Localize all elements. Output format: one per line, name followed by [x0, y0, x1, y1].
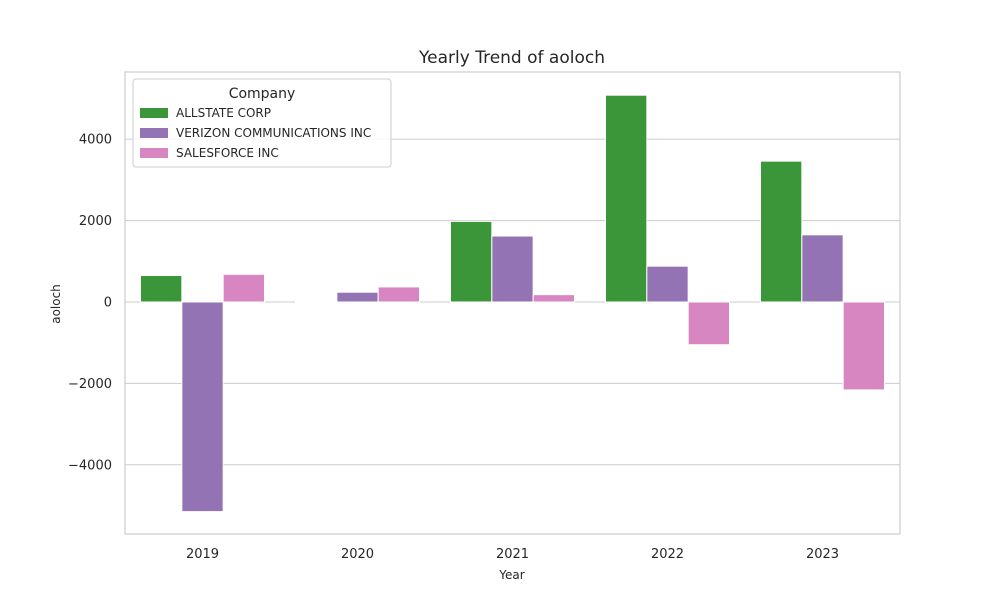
bar: [295, 300, 338, 303]
chart-title: Yearly Trend of aoloch: [418, 48, 605, 68]
bar: [377, 286, 420, 303]
bar: [687, 301, 731, 346]
x-tick-label: 2020: [341, 547, 374, 562]
y-tick-label: −2000: [68, 377, 112, 392]
bar: [140, 275, 183, 303]
x-tick-label: 2023: [806, 547, 839, 562]
legend-entries: ALLSTATE CORP VERIZON COMMUNICATIONS INC S…: [140, 106, 371, 160]
legend-title: Company: [229, 86, 296, 102]
bar: [336, 291, 379, 303]
legend: Company ALLSTATE CORP VERIZON COMMUNICATI…: [132, 78, 392, 168]
plot-frame: [124, 71, 901, 535]
x-axis-title: Year: [498, 568, 524, 582]
bar: [760, 160, 803, 303]
y-tick-label: 2000: [79, 214, 112, 229]
bar: [605, 94, 648, 303]
y-tick-label: 4000: [79, 133, 112, 148]
bar: [222, 273, 266, 303]
legend-swatch: [140, 128, 168, 138]
x-axis-ticks: 2019 2020 2021 2022 2023: [186, 547, 839, 562]
bar: [532, 294, 576, 303]
bar: [491, 235, 534, 303]
bar: [450, 220, 493, 303]
bar: [842, 301, 886, 391]
legend-label: SALESFORCE INC: [176, 146, 279, 160]
legend-label: ALLSTATE CORP: [176, 106, 271, 120]
x-tick-label: 2019: [186, 547, 219, 562]
x-tick-label: 2021: [496, 547, 529, 562]
legend-swatch: [140, 108, 168, 118]
y-axis-title: aoloch: [49, 284, 63, 324]
y-tick-label: −4000: [68, 458, 112, 473]
y-tick-label: 0: [104, 295, 112, 310]
legend-label: VERIZON COMMUNICATIONS INC: [176, 126, 371, 140]
legend-swatch: [140, 148, 168, 158]
bar: [646, 265, 689, 303]
legend-box: [132, 78, 392, 168]
x-tick-label: 2022: [651, 547, 684, 562]
bar: [181, 301, 224, 513]
bar: [801, 234, 844, 303]
y-axis-ticks: −4000 −2000 0 2000 4000: [68, 133, 112, 474]
bars: [140, 94, 886, 513]
